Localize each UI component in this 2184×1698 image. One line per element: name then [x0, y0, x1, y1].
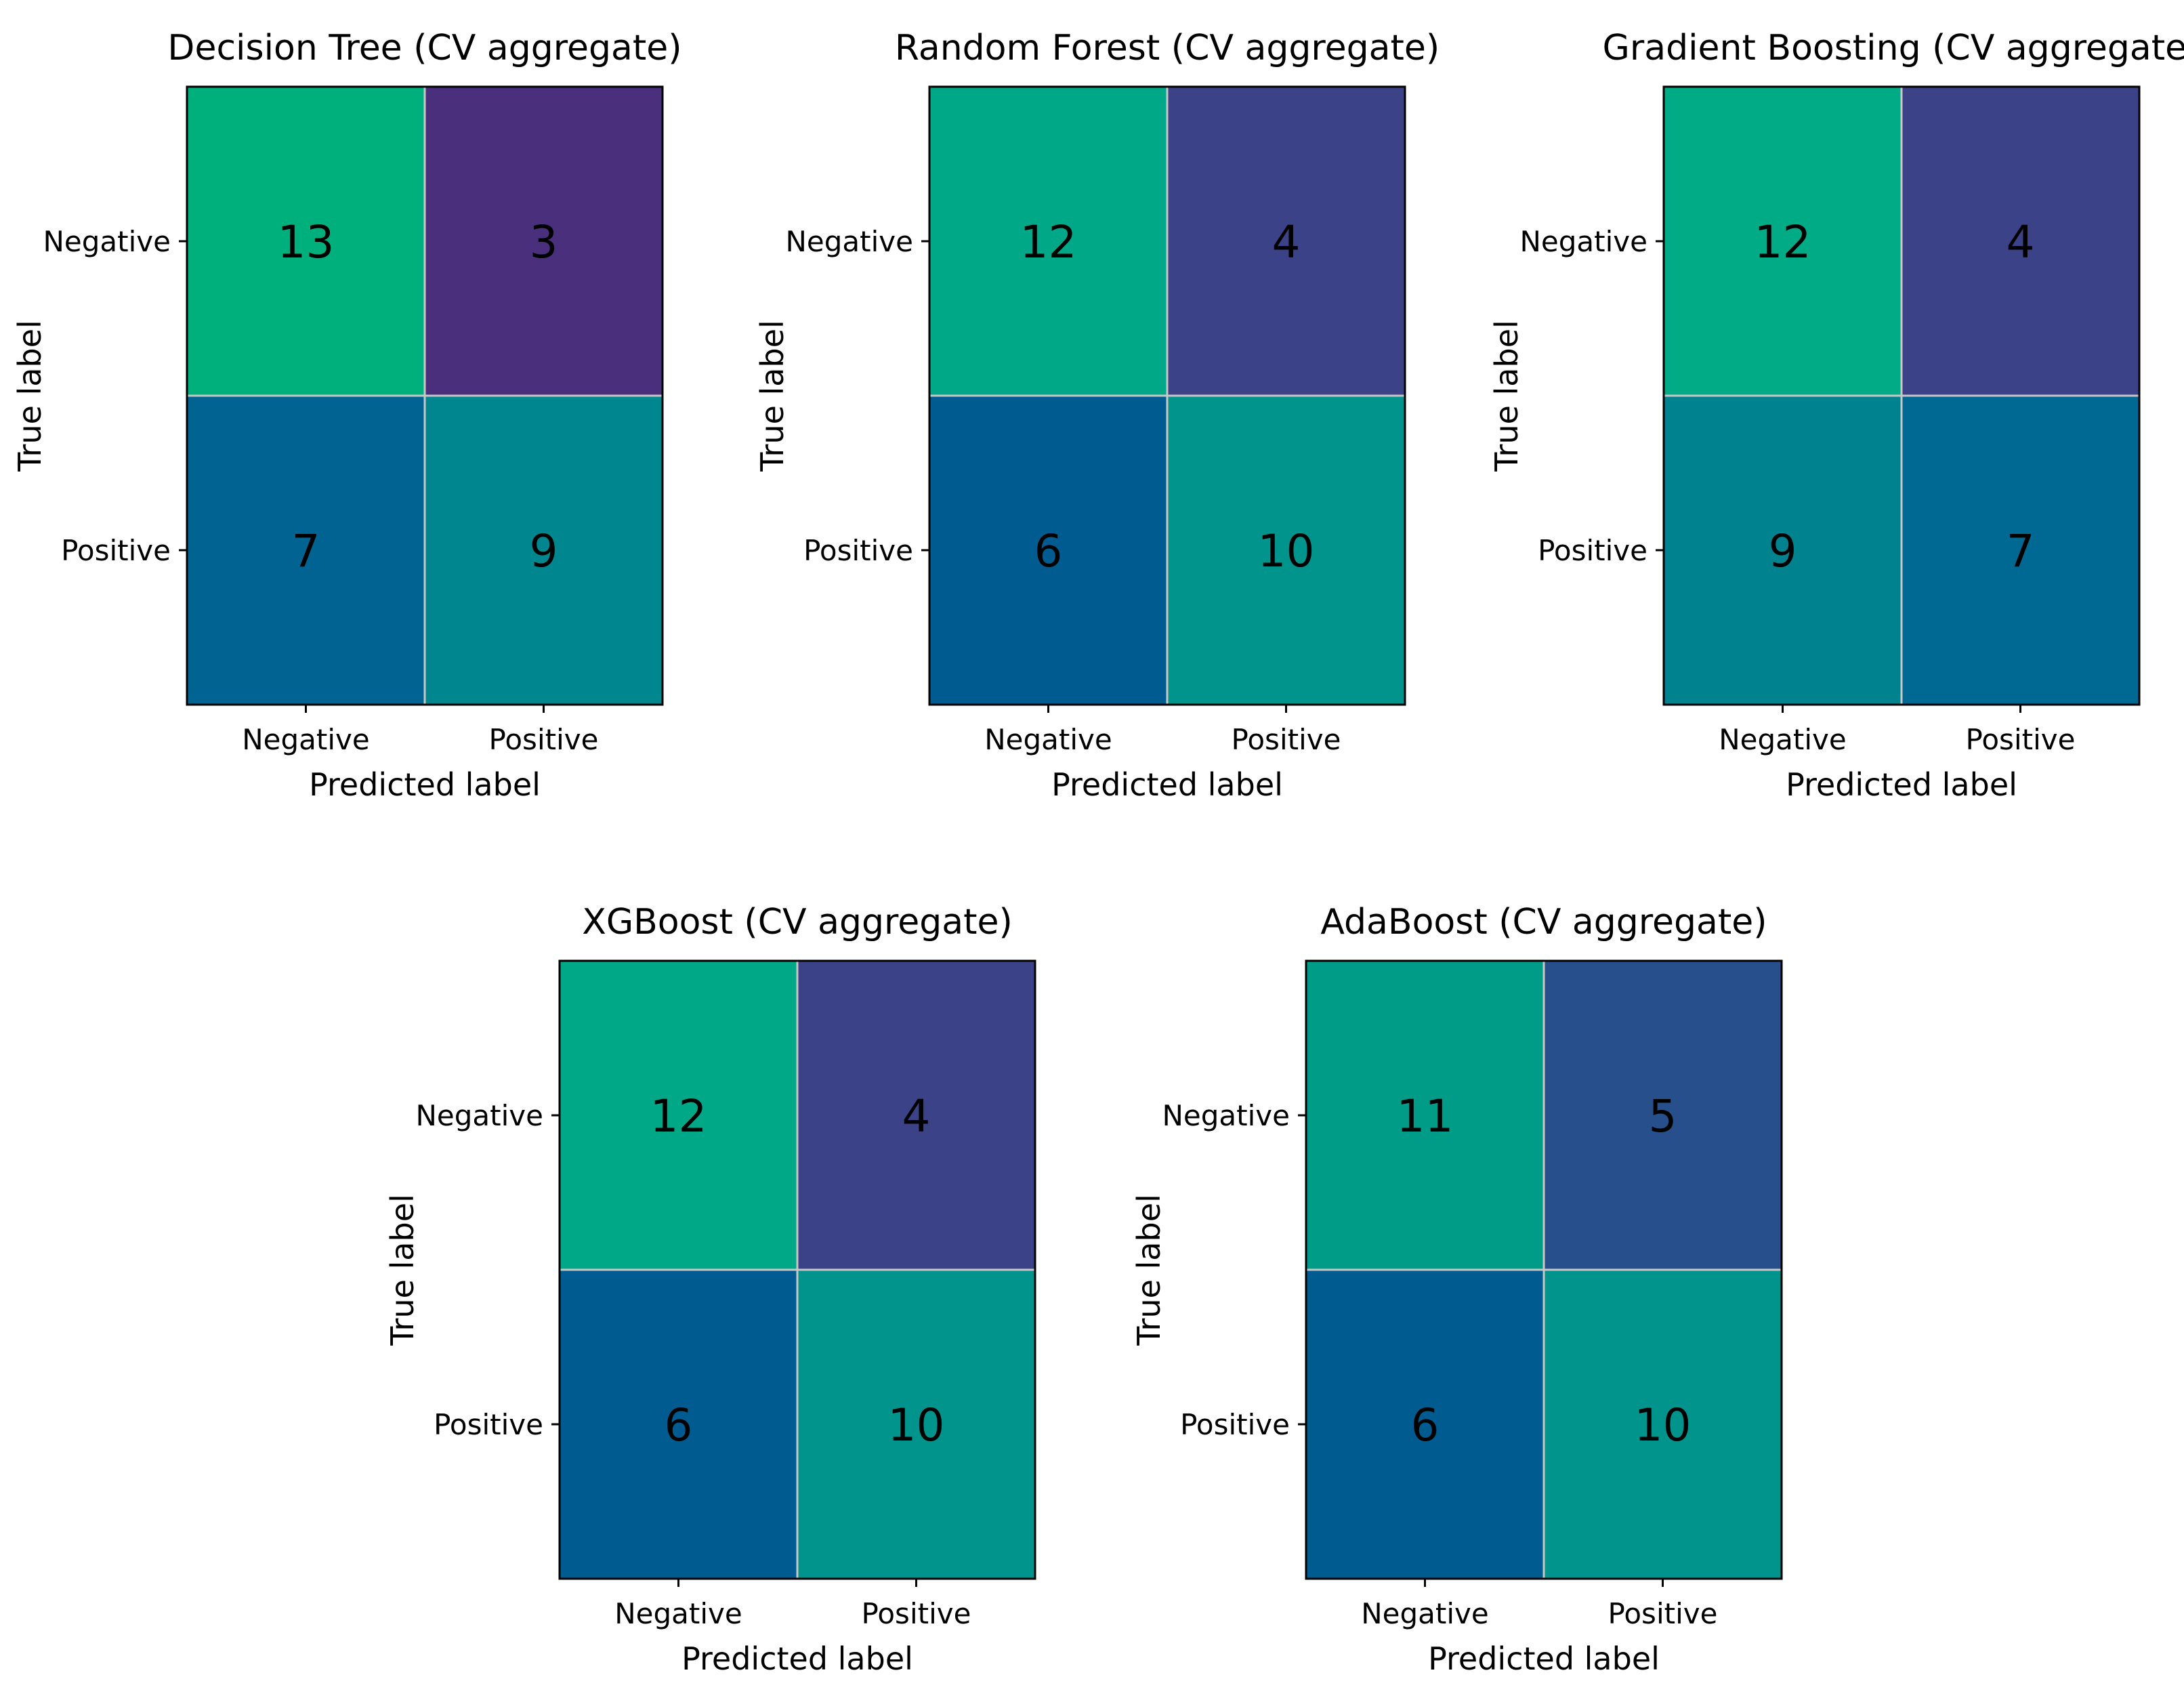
matrix-cell	[425, 87, 663, 396]
y-tick-label: Negative	[416, 1099, 544, 1132]
matrix-cell	[425, 396, 663, 705]
x-tick-label: Positive	[1232, 723, 1341, 756]
y-tick-label: Positive	[434, 1408, 543, 1441]
y-axis-label: True label	[384, 1194, 421, 1346]
x-axis-label: Predicted label	[1786, 766, 2017, 803]
plot-frame	[186, 85, 664, 706]
x-axis-label: Predicted label	[681, 1640, 913, 1677]
cell-value-label: 7	[2007, 525, 2035, 577]
matrix-cell	[187, 396, 425, 705]
cell-value-label: 4	[1272, 216, 1301, 268]
x-axis-label: Predicted label	[1428, 1640, 1660, 1677]
plot-frame	[1662, 85, 2141, 706]
matrix-cell	[1664, 87, 1902, 396]
x-axis-label: Predicted label	[309, 766, 541, 803]
y-axis-label: True label	[12, 320, 48, 472]
cell-value-label: 6	[1411, 1399, 1440, 1451]
plot-frame	[558, 959, 1036, 1580]
matrix-cell	[1902, 87, 2139, 396]
cell-value-label: 9	[530, 525, 558, 577]
chart-title: XGBoost (CV aggregate)	[582, 902, 1013, 943]
chart-title: Random Forest (CV aggregate)	[895, 28, 1440, 68]
matrix-cell	[560, 1270, 797, 1579]
y-tick-label: Negative	[1520, 225, 1648, 258]
cell-value-label: 12	[1755, 216, 1811, 268]
cell-value-label: 12	[650, 1090, 707, 1142]
chart-title: Decision Tree (CV aggregate)	[167, 28, 681, 68]
matrix-cell	[929, 396, 1167, 705]
x-tick-label: Negative	[242, 723, 370, 756]
confusion-matrix-panel: 12 4 6 10 Random Forest (CV aggregate) Negati…	[754, 28, 1440, 803]
y-tick-label: Positive	[803, 534, 913, 567]
cell-value-label: 11	[1397, 1090, 1454, 1142]
matrix-cell	[1167, 87, 1405, 396]
x-axis-label: Predicted label	[1051, 766, 1283, 803]
matrix-cell	[929, 87, 1167, 396]
matrix-cell	[187, 87, 425, 396]
x-tick-label: Positive	[1966, 723, 2076, 756]
cell-value-label: 4	[2007, 216, 2035, 268]
cell-value-label: 4	[902, 1090, 931, 1142]
matrix-cell	[1167, 396, 1405, 705]
matrix-cell	[1306, 1270, 1544, 1579]
y-tick-label: Negative	[786, 225, 914, 258]
y-axis-label: True label	[754, 320, 791, 472]
cell-value-label: 7	[292, 525, 320, 577]
cell-value-label: 12	[1020, 216, 1077, 268]
confusion-matrix-panel: 11 5 6 10 AdaBoost (CV aggregate) Negative Pos…	[1131, 902, 1783, 1677]
cell-value-label: 10	[1258, 525, 1315, 577]
plot-frame	[928, 85, 1406, 706]
x-tick-label: Positive	[489, 723, 599, 756]
confusion-matrix-panel: 12 4 9 7 Gradient Boosting (CV aggregate) Neg…	[1488, 28, 2184, 803]
matrix-cell	[1544, 1270, 1782, 1579]
cell-value-label: 13	[278, 216, 335, 268]
matrix-cell	[797, 1270, 1035, 1579]
cell-value-label: 10	[888, 1399, 945, 1451]
cell-value-label: 10	[1635, 1399, 1692, 1451]
cell-value-label: 5	[1649, 1090, 1677, 1142]
confusion-matrix-panel: 12 4 6 10 XGBoost (CV aggregate) Negative Posi…	[384, 902, 1036, 1677]
y-axis-label: True label	[1488, 320, 1525, 472]
plot-frame	[1305, 959, 1783, 1580]
y-tick-label: Positive	[1180, 1408, 1290, 1441]
y-tick-label: Positive	[1538, 534, 1647, 567]
y-tick-label: Negative	[43, 225, 171, 258]
x-tick-label: Positive	[1608, 1597, 1718, 1630]
cell-value-label: 3	[530, 216, 558, 268]
chart-title: AdaBoost (CV aggregate)	[1320, 902, 1767, 943]
confusion-matrix-panel: 13 3 7 9 Decision Tree (CV aggregate) Negativ…	[12, 28, 682, 803]
x-tick-label: Negative	[984, 723, 1112, 756]
x-tick-label: Negative	[614, 1597, 742, 1630]
matrix-cell	[560, 961, 797, 1270]
y-tick-label: Negative	[1162, 1099, 1290, 1132]
x-tick-label: Negative	[1361, 1597, 1489, 1630]
x-tick-label: Negative	[1719, 723, 1847, 756]
chart-title: Gradient Boosting (CV aggregate)	[1603, 28, 2184, 68]
matrix-cell	[1544, 961, 1782, 1270]
cell-value-label: 6	[665, 1399, 693, 1451]
matrix-cell	[797, 961, 1035, 1270]
matrix-cell	[1664, 396, 1902, 705]
matrix-cell	[1902, 396, 2139, 705]
x-tick-label: Positive	[862, 1597, 971, 1630]
cell-value-label: 6	[1034, 525, 1063, 577]
matrix-cell	[1306, 961, 1544, 1270]
y-axis-label: True label	[1131, 1194, 1167, 1346]
y-tick-label: Positive	[61, 534, 171, 567]
cell-value-label: 9	[1769, 525, 1797, 577]
